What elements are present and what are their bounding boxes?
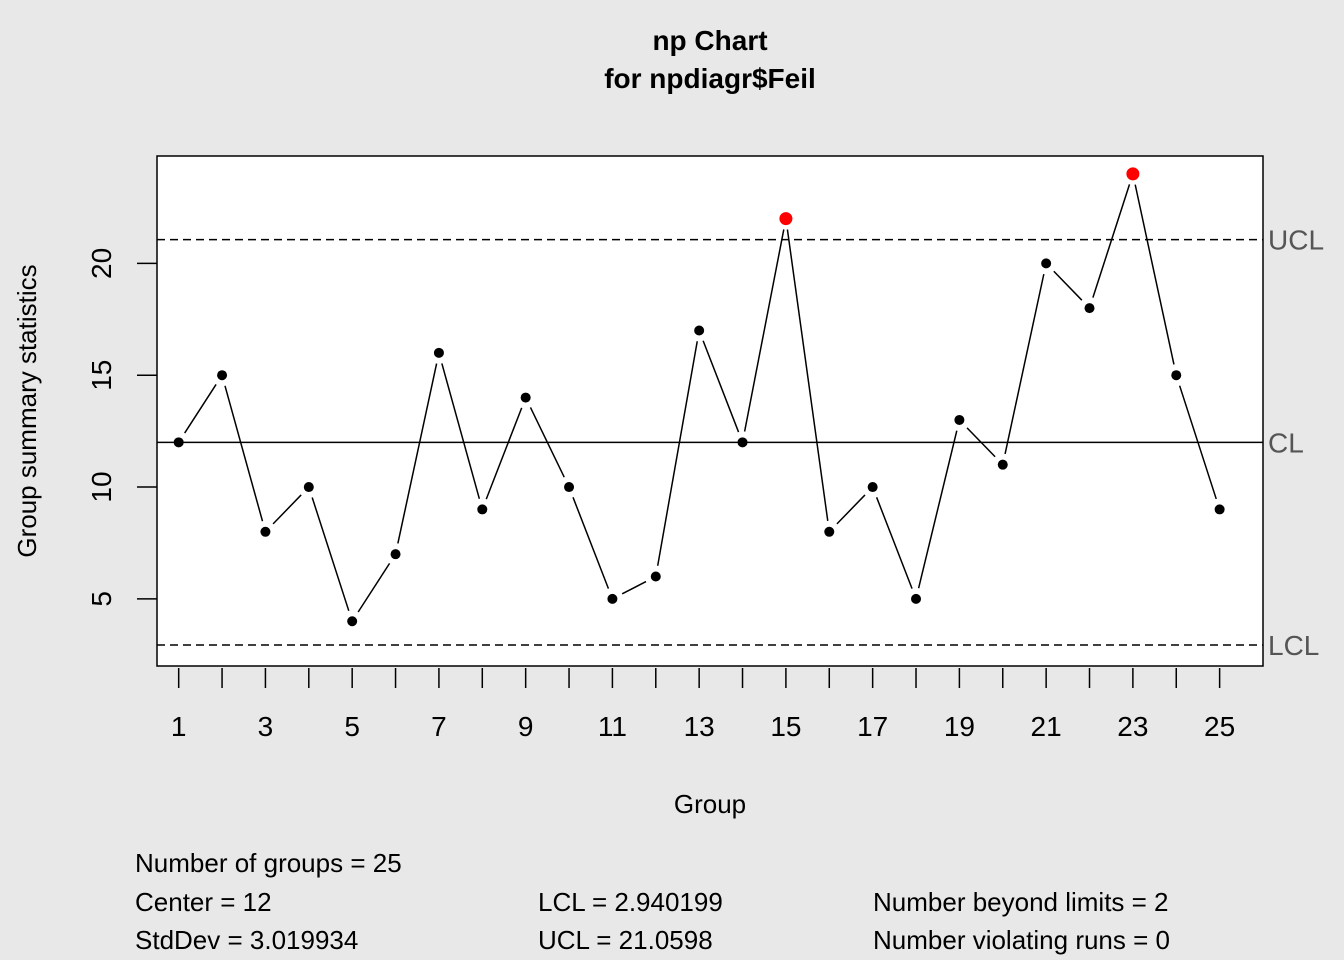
series-segment: [272, 494, 302, 525]
series-segment: [311, 497, 350, 612]
chart-title: np Chart: [652, 25, 767, 56]
y-tick-label: 5: [86, 591, 117, 607]
series-segment: [529, 407, 565, 478]
data-point: [433, 347, 444, 358]
stat-stddev: StdDev = 3.019934: [135, 925, 359, 955]
series-segment: [1178, 385, 1217, 500]
series-segment: [917, 430, 958, 589]
stat-center: Center = 12: [135, 887, 272, 917]
y-tick-label: 10: [86, 471, 117, 502]
data-point: [347, 616, 358, 627]
series-segment: [224, 385, 264, 522]
series-segment: [875, 497, 913, 589]
data-point: [303, 482, 314, 493]
series-segment: [702, 340, 740, 433]
ucl-line-label: UCL: [1268, 225, 1324, 256]
x-tick-label: 21: [1031, 711, 1062, 742]
x-tick-label: 3: [258, 711, 274, 742]
stat-lcl: LCL = 2.940199: [538, 887, 723, 917]
point-beyond-limit: [779, 212, 793, 226]
data-point: [217, 370, 228, 381]
data-point: [737, 437, 748, 448]
stat-number-of-groups: Number of groups = 25: [135, 848, 402, 878]
x-tick-label: 11: [598, 711, 627, 742]
x-tick-label: 5: [344, 711, 360, 742]
plot-area: [156, 155, 1264, 667]
data-point: [824, 526, 835, 537]
series-segment: [743, 229, 785, 432]
series-segment: [621, 580, 647, 595]
series-segment: [786, 229, 829, 521]
data-point: [650, 571, 661, 582]
point-beyond-limit: [1126, 167, 1140, 181]
data-point: [520, 392, 531, 403]
data-point: [1041, 258, 1052, 269]
series-segment: [656, 341, 698, 566]
data-point: [1214, 504, 1225, 515]
y-axis-title: Group summary statistics: [12, 264, 42, 557]
series-segment: [1004, 273, 1045, 455]
series-segment: [441, 363, 481, 500]
data-point: [694, 325, 705, 336]
data-point: [867, 482, 878, 493]
series-segment: [1053, 270, 1083, 301]
x-tick-label: 13: [684, 711, 715, 742]
chart-subtitle: for npdiagr$Feil: [604, 63, 816, 94]
data-point: [173, 437, 184, 448]
x-tick-label: 1: [171, 711, 187, 742]
series-segment: [485, 407, 523, 500]
x-tick-label: 7: [431, 711, 447, 742]
data-point: [607, 593, 618, 604]
x-tick-label: 23: [1117, 711, 1148, 742]
data-point: [260, 526, 271, 537]
series-segment: [357, 562, 391, 613]
series-segment: [1092, 184, 1131, 298]
data-point: [911, 593, 922, 604]
y-tick-label: 20: [86, 248, 117, 279]
stat-beyond-limits: Number beyond limits = 2: [873, 887, 1169, 917]
x-tick-label: 17: [857, 711, 888, 742]
series-segment: [184, 384, 217, 434]
x-axis-title: Group: [674, 789, 746, 819]
center-line-label: CL: [1268, 427, 1304, 458]
y-tick-label: 15: [86, 360, 117, 391]
x-tick-label: 19: [944, 711, 975, 742]
stat-ucl: UCL = 21.0598: [538, 925, 713, 955]
data-point: [1084, 303, 1095, 314]
series-segment: [1134, 184, 1175, 365]
x-tick-label: 9: [518, 711, 534, 742]
data-point: [390, 549, 401, 560]
series-segment: [966, 427, 996, 458]
lcl-line-label: LCL: [1268, 630, 1319, 661]
data-point: [564, 482, 575, 493]
data-point: [1171, 370, 1182, 381]
x-tick-label: 15: [770, 711, 801, 742]
x-tick-label: 25: [1204, 711, 1235, 742]
data-point: [997, 459, 1008, 470]
stat-violating-runs: Number violating runs = 0: [873, 925, 1170, 955]
data-point: [954, 414, 965, 425]
series-segment: [397, 363, 438, 544]
series-segment: [572, 497, 610, 589]
series-segment: [836, 494, 866, 525]
data-point: [477, 504, 488, 515]
